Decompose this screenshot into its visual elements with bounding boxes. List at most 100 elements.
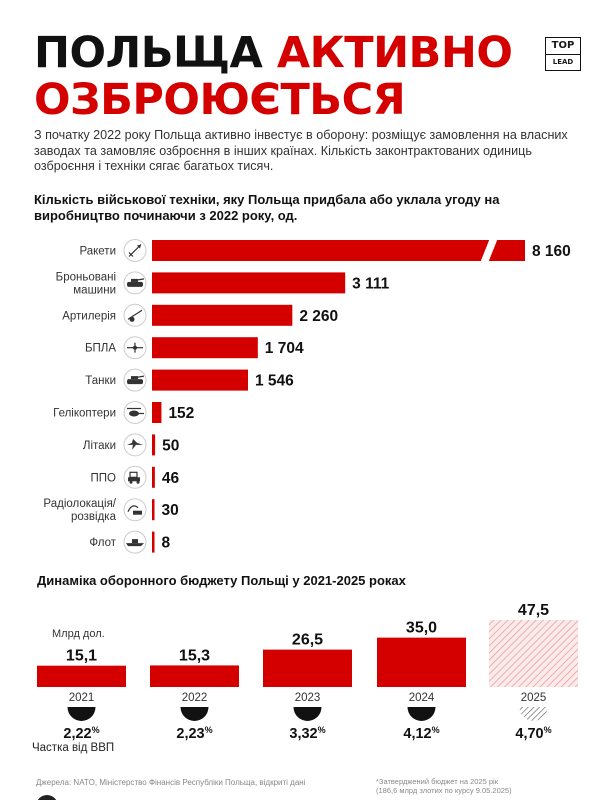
bar-row: Артилерія 2 260 (62, 303, 338, 327)
bar (152, 304, 293, 326)
gdp-share-label: Частка від ВВП (32, 742, 115, 754)
gdp-share-value: 2,22% (63, 725, 99, 742)
bar (152, 434, 156, 456)
budget-bar (263, 649, 352, 687)
category-label: Танки (85, 375, 116, 387)
bar (152, 337, 258, 359)
equipment-chart-title: Кількість військової техніки, яку Польща… (34, 192, 500, 223)
gdp-share-halfcircle (407, 707, 436, 721)
armored-vehicle-icon (123, 271, 147, 295)
gdp-share-value: 4,70% (515, 725, 551, 742)
budget-bar-chart: Млрд дол.15,120212,22%15,320222,23%26,52… (37, 602, 578, 742)
footnote-line-1: *Затверджений бюджет на 2025 рік (376, 777, 499, 786)
budget-column: 47,5 2025 4,70% (489, 602, 578, 742)
year-label: 2023 (295, 692, 321, 704)
value-label: 46 (162, 470, 180, 487)
year-label: 2024 (409, 692, 435, 704)
gdp-share-halfcircle (180, 707, 209, 721)
budget-footnote: *Затверджений бюджет на 2025 рік (186,6 … (376, 777, 576, 795)
category-label: Артилерія (62, 310, 116, 322)
bar-row: Ракети 8 160 (79, 238, 571, 263)
value-label: 3 111 (352, 275, 389, 292)
artillery-icon (123, 303, 147, 327)
category-label: Літаки (83, 440, 116, 452)
bar (152, 499, 155, 521)
gdp-share-value: 2,23% (176, 725, 212, 742)
title-red-word-2: ОЗБРОЮЄТЬСЯ (34, 75, 406, 125)
helicopter-icon (123, 401, 147, 424)
ship-icon (123, 530, 147, 554)
toplead-logo: TOP LEAD (545, 37, 581, 71)
bar (152, 240, 525, 261)
bar-row: Літаки 50 (83, 433, 179, 457)
category-label: Флот (89, 537, 116, 549)
budget-bar (377, 637, 466, 687)
year-label: 2021 (69, 692, 95, 704)
air-defense-icon (123, 465, 147, 489)
bar-row: Броньовані машини 3 111 (56, 271, 390, 296)
category-label: Гелікоптери (53, 408, 116, 420)
budget-bar (489, 620, 578, 687)
bar-row: Танки 1 546 (85, 368, 294, 392)
bar-row: Гелікоптери 152 (53, 401, 194, 424)
budget-column: 15,1 2021 2,22% (37, 648, 126, 742)
value-label: 8 160 (532, 243, 571, 260)
bar-row: ППО 46 (91, 465, 180, 489)
value-label: 8 (162, 535, 171, 552)
gdp-share-halfcircle (293, 707, 322, 721)
year-label: 2025 (521, 692, 547, 704)
gdp-share-halfcircle (519, 707, 548, 721)
category-label: ППО (91, 472, 117, 484)
category-label: Броньовані машини (56, 271, 116, 296)
bar (152, 272, 346, 294)
budget-value-label: 26,5 (292, 632, 323, 649)
budget-value-label: 35,0 (406, 620, 437, 637)
bar (152, 369, 248, 391)
category-label: Ракети (79, 246, 116, 258)
gdp-share-value: 3,32% (289, 725, 325, 742)
footnote-line-2: (186,6 млрд злотих по курсу 9.05.2025) (376, 786, 512, 795)
budget-bar (150, 665, 239, 687)
value-label: 30 (162, 502, 179, 519)
budget-column: 15,3 2022 2,23% (150, 647, 239, 742)
title-red-word-1: АКТИВНО (276, 28, 513, 78)
budget-ylabel: Млрд дол. (52, 628, 105, 640)
logo-bottom-text: LEAD (552, 58, 574, 66)
budget-column: 26,5 2023 3,32% (263, 632, 352, 742)
gdp-share-value: 4,12% (403, 725, 439, 742)
budget-column: 35,0 2024 4,12% (377, 620, 466, 742)
bottom-logo-icon (36, 795, 58, 800)
plane-icon (123, 433, 147, 457)
sources-text: Джерела: NATO, Міністерство Фінансів Рес… (36, 778, 306, 787)
missile-icon (123, 239, 147, 262)
radar-icon (123, 498, 147, 522)
bar (152, 531, 155, 553)
value-label: 152 (168, 405, 194, 422)
budget-bar (37, 665, 126, 687)
gdp-share-halfcircle (67, 707, 96, 721)
page-title: ПОЛЬЩА АКТИВНО ОЗБРОЮЄТЬСЯ (34, 30, 534, 124)
budget-chart-title: Динаміка оборонного бюджету Польщі у 202… (37, 573, 406, 588)
logo-top-text: TOP (546, 38, 580, 55)
axis-break-mark (480, 238, 498, 263)
category-label: Радіолокація/розвідка (43, 498, 116, 523)
budget-value-label: 47,5 (518, 602, 549, 619)
intro-paragraph: З початку 2022 року Польща активно інвес… (34, 128, 568, 173)
bar-row: Радіолокація/розвідка 30 (43, 498, 179, 523)
drone-icon (123, 336, 147, 360)
bar (152, 402, 162, 423)
bar-row: Флот 8 (89, 530, 171, 554)
bar (152, 466, 155, 488)
tank-icon (123, 368, 147, 392)
title-black-word: ПОЛЬЩА (34, 28, 263, 78)
budget-value-label: 15,1 (66, 648, 97, 665)
value-label: 50 (162, 437, 179, 454)
year-label: 2022 (182, 692, 208, 704)
value-label: 1 546 (255, 373, 294, 390)
value-label: 2 260 (299, 308, 338, 325)
bar-row: БПЛА 1 704 (85, 336, 304, 360)
category-label: БПЛА (85, 343, 116, 355)
budget-value-label: 15,3 (179, 647, 210, 664)
equipment-bar-chart: Ракети 8 160 Броньовані машини 3 111 Артилері… (43, 238, 571, 554)
value-label: 1 704 (265, 340, 304, 357)
